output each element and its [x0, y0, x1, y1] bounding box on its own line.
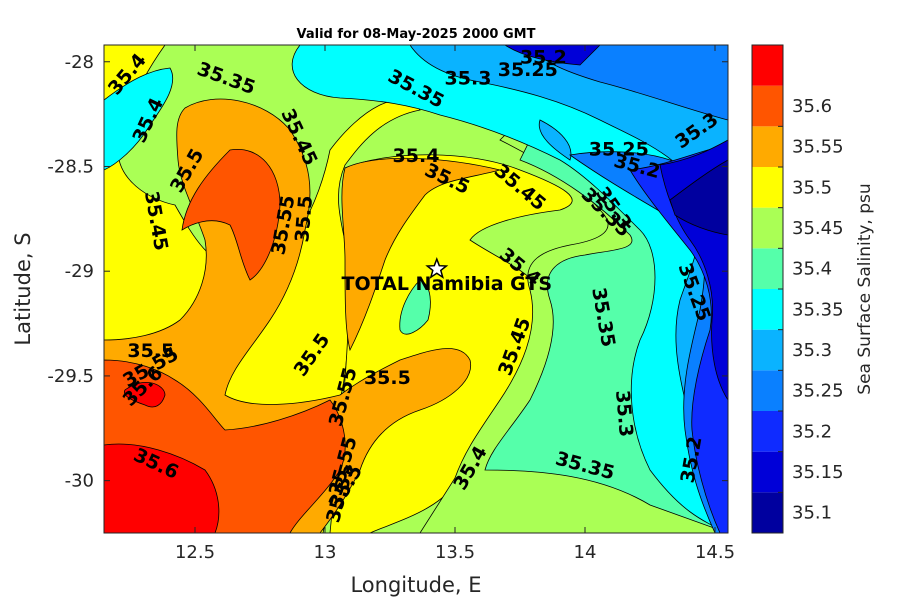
- colorbar-tick-label: 35.45: [792, 218, 844, 239]
- y-axis-label: Latitude, S: [11, 232, 35, 345]
- band-35-10-north: [504, 45, 601, 66]
- contour-label: 35.5: [291, 195, 317, 244]
- contour-label: 35.3: [611, 389, 637, 438]
- y-tick-label: -28.5: [47, 156, 94, 177]
- colorbar-swatch: [752, 167, 783, 208]
- band-35-55-north: [341, 157, 501, 352]
- colorbar-swatch: [752, 492, 783, 533]
- colorbar-swatch: [752, 207, 783, 249]
- contour-label: 35.5: [127, 340, 174, 362]
- x-tick-label: 12.5: [175, 542, 215, 563]
- plot-frame: [103, 44, 729, 534]
- colorbar-swatch: [752, 451, 783, 493]
- colorbar-tick-label: 35.4: [792, 259, 832, 280]
- colorbar-swatch: [752, 126, 783, 167]
- contour-label: 35.5: [364, 367, 411, 389]
- colorbar-tick-label: 35.5: [792, 177, 832, 198]
- x-tick-label: 14.5: [695, 542, 735, 563]
- star-icon: [425, 256, 449, 279]
- band-35-65: [104, 443, 220, 533]
- salinity-contour-map: [104, 45, 728, 533]
- contour-label: 35.4: [393, 145, 440, 167]
- colorbar-label: Sea Surface Salinity, psu: [855, 183, 875, 394]
- colorbar-tick-label: 35.25: [792, 381, 844, 402]
- colorbar-tick-label: 35.2: [792, 421, 832, 442]
- colorbar-tick-label: 35.3: [792, 340, 832, 361]
- colorbar-tick-label: 35.55: [792, 137, 844, 158]
- colorbar-swatch: [752, 289, 783, 330]
- colorbar: 35.1 35.15 35.2 35.25 35.3 35.35 35.4 35.45 35.5…: [751, 44, 844, 534]
- band-35-40-inner: [399, 279, 431, 335]
- colorbar-swatch: [752, 45, 783, 86]
- contour-label: 35.2: [520, 47, 567, 69]
- x-tick-label: 13: [314, 542, 337, 563]
- contour-label: 35.25: [498, 59, 558, 81]
- colorbar-swatch: [752, 411, 783, 452]
- band-35-35-west: [104, 67, 174, 171]
- colorbar-tick-label: 35.15: [792, 462, 844, 483]
- colorbar-tick-label: 35.1: [792, 503, 832, 524]
- y-tick-label: -29: [65, 261, 94, 282]
- x-tick-label: 14: [574, 542, 597, 563]
- colorbar-swatch: [752, 370, 783, 411]
- colorbar-tick-label: 35.35: [792, 299, 844, 320]
- band-35-60: [181, 148, 281, 281]
- chart-title: Valid for 08-May-2025 2000 GMT: [297, 27, 536, 42]
- colorbar-swatch: [752, 329, 783, 371]
- x-axis-ticks: 12.5 13 13.5 14 14.5: [175, 45, 735, 563]
- x-axis-label: Longitude, E: [350, 573, 481, 597]
- y-tick-label: -28: [65, 52, 94, 73]
- contour-label: 35.3: [445, 68, 492, 90]
- y-tick-label: -29.5: [47, 366, 94, 387]
- contour-label: 35.25: [589, 139, 649, 161]
- site-marker: TOTAL Namibia GTS: [342, 256, 553, 295]
- site-label: TOTAL Namibia GTS: [342, 273, 553, 295]
- colorbar-tick-label: 35.6: [792, 96, 832, 117]
- y-tick-label: -30: [65, 471, 94, 492]
- x-tick-label: 13.5: [435, 542, 475, 563]
- colorbar-swatch: [752, 248, 783, 289]
- band-35-10: [669, 159, 728, 236]
- colorbar-swatch: [752, 85, 783, 127]
- band-35-30-inner: [538, 119, 572, 161]
- y-axis-ticks: -28 -28.5 -29 -29.5 -30: [47, 52, 728, 492]
- band-35-65-west: [123, 381, 166, 408]
